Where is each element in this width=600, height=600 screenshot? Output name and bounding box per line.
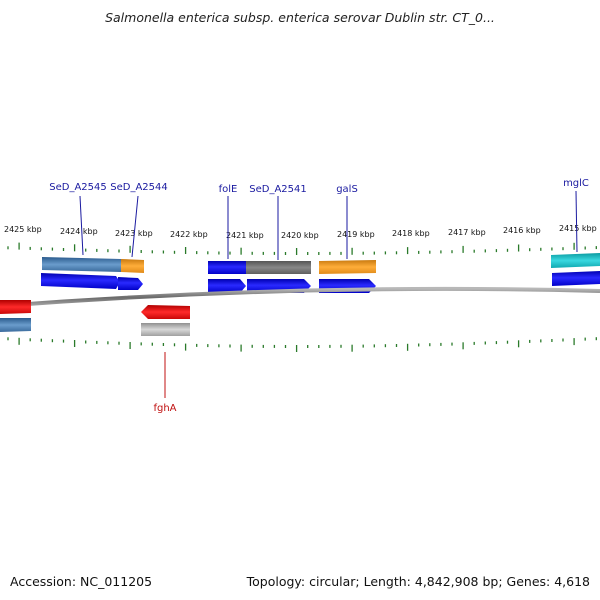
- feature-sed-a2545-cog: [42, 257, 121, 272]
- gene-callout-lines: [79, 190, 578, 398]
- feature-sed-a2544-cog: [121, 259, 144, 273]
- scale-label: 2417 kbp: [448, 228, 486, 237]
- gene-label-sed-a2545: SeD_A2545: [49, 182, 107, 193]
- gene-labels: SeD_A2545 SeD_A2544 folE SeD_A2541 galS …: [49, 178, 589, 414]
- gene-label-gals: galS: [336, 184, 358, 195]
- cds-arrow: [118, 277, 143, 290]
- cds-arrow-reverse: [0, 300, 31, 314]
- scale-label: 2425 kbp: [4, 225, 42, 234]
- feature-mglc-cog: [551, 253, 600, 268]
- gene-label-sed-a2544: SeD_A2544: [110, 182, 168, 193]
- cog-track-forward: [42, 253, 600, 274]
- scale-ticks-bottom: [7, 337, 597, 352]
- callout-line: [79, 195, 84, 256]
- cds-arrow: [552, 271, 600, 286]
- scale-label: 2420 kbp: [281, 231, 319, 240]
- callout-line: [575, 190, 578, 253]
- feature-gals-cog: [319, 260, 376, 274]
- scale-label: 2416 kbp: [503, 226, 541, 235]
- feature-fgha-cds: [141, 305, 190, 319]
- cds-arrow: [208, 279, 246, 293]
- scale-ticks-top: [7, 242, 597, 255]
- scale-label: 2418 kbp: [392, 229, 430, 238]
- cds-track-forward: [41, 271, 600, 293]
- scale-label: 2421 kbp: [226, 231, 264, 240]
- feature-sed-a2541-cog: [246, 261, 311, 274]
- genome-stats-text: Topology: circular; Length: 4,842,908 bp…: [246, 574, 590, 589]
- map-title: Salmonella enterica subsp. enterica sero…: [105, 10, 495, 25]
- gene-label-fgha: fghA: [153, 403, 176, 414]
- cds-track-reverse: [0, 300, 190, 319]
- feature-cog-reverse: [0, 318, 31, 332]
- scale-label: 2419 kbp: [337, 230, 375, 239]
- callout-line: [131, 195, 139, 258]
- gene-label-fole: folE: [219, 184, 238, 195]
- gene-label-mglc: mglC: [563, 178, 589, 189]
- gene-label-sed-a2541: SeD_A2541: [249, 184, 307, 195]
- scale-label: 2415 kbp: [559, 224, 597, 233]
- accession-text: Accession: NC_011205: [10, 574, 153, 589]
- scale-labels: 2425 kbp 2424 kbp 2423 kbp 2422 kbp 2421…: [4, 224, 597, 240]
- feature-fole-cog: [208, 261, 246, 274]
- cds-arrow: [41, 273, 120, 289]
- genome-backbone: [0, 286, 600, 308]
- cog-track-reverse: [0, 318, 190, 336]
- feature-fgha-cog: [141, 323, 190, 336]
- scale-label: 2422 kbp: [170, 230, 208, 239]
- scale-label: 2424 kbp: [60, 227, 98, 236]
